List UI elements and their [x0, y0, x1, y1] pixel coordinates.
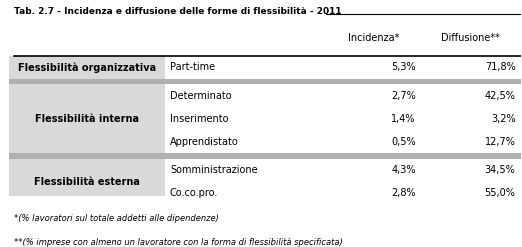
- Bar: [165, 130, 520, 153]
- Text: 1,4%: 1,4%: [391, 114, 416, 124]
- Text: Apprendistato: Apprendistato: [170, 137, 239, 147]
- Text: 2,7%: 2,7%: [391, 91, 416, 101]
- Text: Flessibilità esterna: Flessibilità esterna: [34, 177, 140, 186]
- Text: *(% lavoratori sul totale addetti alle dipendenze): *(% lavoratori sul totale addetti alle d…: [14, 214, 219, 223]
- Text: Somministrazione: Somministrazione: [170, 165, 258, 175]
- Text: Tab. 2.7 - Incidenza e diffusione delle forme di flessibilità - 2011: Tab. 2.7 - Incidenza e diffusione delle …: [14, 7, 341, 16]
- Bar: [165, 182, 520, 205]
- Bar: [165, 107, 520, 130]
- Bar: [9, 84, 165, 107]
- Text: Part-time: Part-time: [170, 62, 215, 72]
- Bar: [165, 84, 520, 107]
- Text: 55,0%: 55,0%: [484, 188, 516, 198]
- Text: 4,3%: 4,3%: [391, 165, 416, 175]
- Bar: [9, 159, 165, 182]
- Text: 42,5%: 42,5%: [484, 91, 516, 101]
- Bar: [165, 56, 520, 79]
- Text: **(% imprese con almeno un lavoratore con la forma di flessibilità specificata): **(% imprese con almeno un lavoratore co…: [14, 238, 342, 247]
- Text: Diffusione**: Diffusione**: [441, 33, 500, 43]
- Text: Flessibilità organizzativa: Flessibilità organizzativa: [18, 62, 156, 73]
- Bar: [9, 79, 520, 84]
- Bar: [9, 56, 165, 79]
- Text: 3,2%: 3,2%: [491, 114, 516, 124]
- Text: Incidenza*: Incidenza*: [348, 33, 399, 43]
- Text: 12,7%: 12,7%: [484, 137, 516, 147]
- Text: Co.co.pro.: Co.co.pro.: [170, 188, 218, 198]
- Bar: [9, 153, 520, 159]
- Text: 34,5%: 34,5%: [485, 165, 516, 175]
- Bar: [9, 130, 165, 153]
- Text: Determinato: Determinato: [170, 91, 232, 101]
- Text: 71,8%: 71,8%: [485, 62, 516, 72]
- Text: Flessibilità interna: Flessibilità interna: [35, 114, 139, 124]
- Text: 2,8%: 2,8%: [391, 188, 416, 198]
- Text: Inserimento: Inserimento: [170, 114, 229, 124]
- Bar: [9, 107, 165, 130]
- Text: 0,5%: 0,5%: [391, 137, 416, 147]
- Bar: [165, 159, 520, 182]
- Bar: [9, 182, 165, 205]
- Text: 5,3%: 5,3%: [391, 62, 416, 72]
